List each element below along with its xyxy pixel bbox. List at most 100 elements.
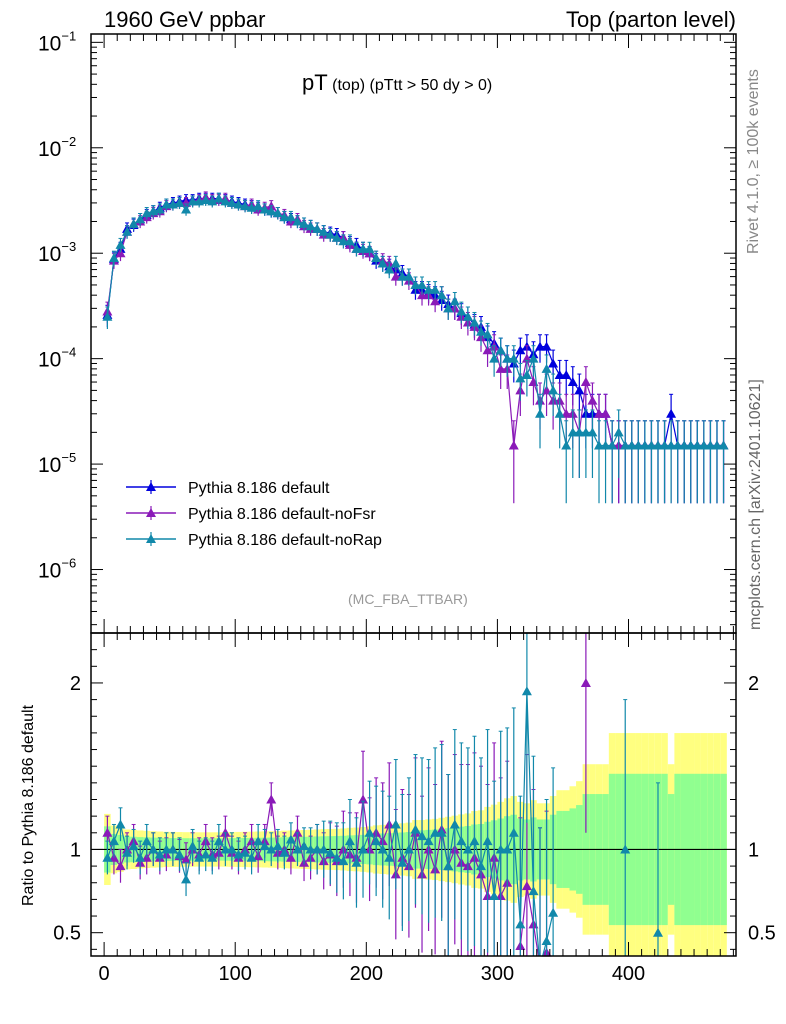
data-point <box>672 440 683 450</box>
ratio-point <box>102 827 113 837</box>
ratio-point <box>318 844 329 854</box>
data-point <box>495 363 506 373</box>
data-point <box>259 204 270 214</box>
ratio-point <box>358 844 369 854</box>
data-point <box>390 258 401 268</box>
ratio-point <box>148 844 159 854</box>
data-point <box>122 226 133 236</box>
data-point <box>462 311 473 321</box>
ratio-point <box>108 836 119 846</box>
data-point <box>161 199 172 209</box>
data-point <box>685 440 696 450</box>
ratio-point <box>161 844 172 854</box>
ratio-point <box>436 827 447 837</box>
data-point <box>489 353 500 363</box>
data-point <box>548 385 559 395</box>
y-tick-label: 10−4 <box>38 345 76 372</box>
ratio-point <box>312 844 323 854</box>
ratio-point <box>384 852 395 862</box>
x-tick-label: 0 <box>99 963 110 985</box>
main-series-group <box>102 191 729 504</box>
legend-label-1: Pythia 8.186 default-noFsr <box>188 506 376 523</box>
data-point <box>436 290 447 300</box>
data-point <box>390 271 401 281</box>
ratio-series-group <box>91 632 736 957</box>
ratio-point <box>449 819 460 829</box>
data-point <box>705 440 716 450</box>
data-point <box>521 353 532 363</box>
ratio-point <box>344 836 355 846</box>
series-line-1 <box>106 196 724 447</box>
rivet-version-label: Rivet 4.1.0, ≥ 100k events <box>745 69 762 254</box>
data-point <box>397 271 408 281</box>
ratio-point <box>102 852 113 862</box>
ratio-point <box>266 844 277 854</box>
ratio-point <box>620 844 631 854</box>
data-point <box>115 248 126 258</box>
data-point <box>515 345 526 355</box>
ratio-point <box>299 841 310 851</box>
x-tick-label: 300 <box>481 963 514 985</box>
data-point <box>430 284 441 294</box>
ratio-point <box>122 847 133 857</box>
data-point <box>639 440 650 450</box>
ratio-point <box>259 841 270 851</box>
series-line-0 <box>106 197 724 447</box>
data-point <box>679 440 690 450</box>
data-point <box>174 197 185 207</box>
data-point <box>108 253 119 263</box>
data-point <box>128 218 139 228</box>
ratio-point <box>358 794 369 804</box>
y-tick-exponent: −1 <box>61 28 76 43</box>
ratio-point <box>181 854 192 864</box>
data-point <box>554 369 565 379</box>
ratio-point <box>279 847 290 857</box>
ratio-point <box>351 857 362 867</box>
ratio-point <box>397 857 408 867</box>
data-point <box>594 440 605 450</box>
data-point <box>384 264 395 274</box>
ratio-point <box>338 856 349 866</box>
data-point <box>535 341 546 351</box>
ratio-point <box>266 794 277 804</box>
y-tick-label: 10−6 <box>38 556 76 583</box>
data-point <box>135 214 146 224</box>
plot-title-cut: (pTtt > 50 dy > 0) <box>369 77 493 94</box>
energy-label: 1960 GeV ppbar <box>104 7 266 32</box>
ratio-point <box>246 852 257 862</box>
ratio-point <box>521 881 532 891</box>
data-point <box>561 440 572 450</box>
x-tick-label: 100 <box>219 963 252 985</box>
legend-label-0: Pythia 8.186 default <box>188 480 330 497</box>
data-point <box>338 236 349 246</box>
ratio-axis-label: Ratio to Pythia 8.186 default <box>20 704 37 906</box>
y-tick-exponent: −6 <box>61 556 76 571</box>
data-point <box>200 194 211 204</box>
data-point <box>711 440 722 450</box>
data-point <box>299 218 310 228</box>
data-point <box>567 377 578 387</box>
ratio-point <box>430 827 441 837</box>
data-point <box>423 284 434 294</box>
y-tick-label: 10−1 <box>38 28 76 55</box>
data-point <box>567 427 578 437</box>
ratio-point <box>285 852 296 862</box>
data-point <box>181 204 192 214</box>
ratio-point <box>272 841 283 851</box>
data-point <box>377 258 388 268</box>
data-point <box>351 243 362 253</box>
ratio-point <box>305 844 316 854</box>
data-point <box>449 296 460 306</box>
data-point <box>646 440 657 450</box>
ratio-y-tick-label-right: 0.5 <box>748 923 776 945</box>
ratio-point <box>213 836 224 846</box>
data-point <box>285 212 296 222</box>
y-tick-exponent: −2 <box>61 134 76 149</box>
data-point <box>403 271 414 281</box>
ratio-point <box>285 834 296 844</box>
ratio-point <box>502 844 513 854</box>
data-point <box>698 440 709 450</box>
data-point <box>312 223 323 233</box>
ratio-point <box>167 844 178 854</box>
data-point <box>364 243 375 253</box>
